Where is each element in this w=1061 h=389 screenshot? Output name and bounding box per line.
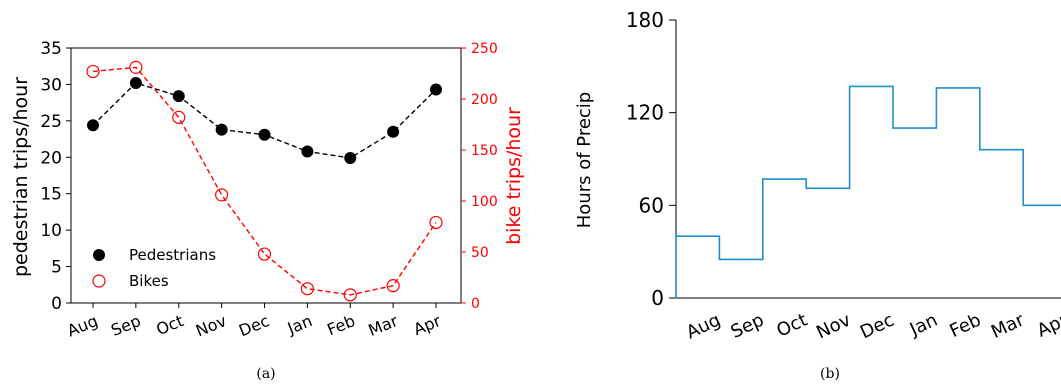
chart-a-series xyxy=(86,60,443,302)
chart-a-point-bikes xyxy=(386,279,400,293)
chart-a-left-tick-label: 0 xyxy=(51,294,62,314)
chart-b-x-tick-label: Sep xyxy=(728,309,768,342)
chart-a-left-tick-label: 20 xyxy=(40,148,62,168)
chart-b-x-tick-label: Feb xyxy=(946,309,984,342)
chart-b-series xyxy=(675,85,1061,298)
chart-b-x-ticks: Aug Sep Oct Nov Dec Jan Feb Mar Apr xyxy=(683,309,1061,343)
chart-b-x-tick-label: Oct xyxy=(774,309,811,341)
chart-a-x-tick-label: Sep xyxy=(108,311,143,340)
chart-a-point-bikes xyxy=(300,282,314,296)
chart-b-y-tick-label: 0 xyxy=(651,286,664,310)
chart-b-x-tick-label: Nov xyxy=(813,309,854,343)
legend-marker-bikes xyxy=(92,274,106,288)
chart-b-y-ticks: 0 60 120 180 xyxy=(626,8,676,310)
chart-a-right-tick-label: 0 xyxy=(471,296,480,312)
legend-label-bikes: Bikes xyxy=(129,272,169,290)
chart-b-y-tick-label: 180 xyxy=(626,8,664,32)
chart-a-left-tick-label: 35 xyxy=(40,39,62,59)
chart-a-right-tick-label: 150 xyxy=(471,143,498,159)
chart-a-point-pedestrians xyxy=(301,145,314,158)
chart-a-line-bikes xyxy=(92,66,437,296)
chart-a-point-bikes xyxy=(129,60,143,74)
chart-a-point-pedestrians xyxy=(172,90,185,103)
chart-a-point-bikes xyxy=(172,110,186,124)
chart-a-x-ticks: Aug Sep Oct Nov Dec Jan Feb Mar Apr xyxy=(64,303,444,340)
chart-a-x-tick-label: Apr xyxy=(411,311,444,339)
chart-a-point-bikes xyxy=(215,188,229,202)
chart-a-left-tick-label: 5 xyxy=(51,258,62,278)
chart-a-right-axis-label: bike trips/hour xyxy=(503,107,525,245)
chart-b-y-tick-label: 120 xyxy=(626,101,664,125)
chart-a-right-tick-label: 100 xyxy=(471,194,498,210)
chart-b-caption: (b) xyxy=(820,366,840,382)
chart-a-point-pedestrians xyxy=(87,119,99,132)
chart-b: 0 60 120 180 Aug Sep Oct Nov Dec Jan Feb Mar Apr Ho… xyxy=(574,8,1061,382)
chart-a-x-tick-label: Dec xyxy=(236,311,272,340)
chart-a-point-pedestrians xyxy=(344,152,357,165)
chart-a-left-ticks: 0 5 10 15 20 25 30 35 xyxy=(40,39,71,314)
chart-a-left-tick-label: 15 xyxy=(40,185,62,205)
chart-a-point-pedestrians xyxy=(129,76,142,89)
chart-a-left-tick-label: 25 xyxy=(40,112,62,132)
chart-a-x-tick-label: Jan xyxy=(284,311,315,338)
chart-a-y-axis-label: pedestrian trips/hour xyxy=(10,77,32,277)
chart-a-series-pedestrians xyxy=(87,76,442,165)
chart-a-point-pedestrians xyxy=(430,83,442,96)
chart-b-step-line xyxy=(675,85,1061,298)
chart-a-line-pedestrians xyxy=(92,82,437,159)
chart-a-legend: Pedestrians Bikes xyxy=(92,246,216,290)
legend-marker-pedestrians xyxy=(93,249,105,261)
chart-b-y-tick-label: 60 xyxy=(639,193,664,217)
chart-a-right-tick-label: 50 xyxy=(471,245,489,261)
chart-a-left-tick-label: 10 xyxy=(40,221,62,241)
chart-b-x-tick-label: Aug xyxy=(683,309,724,343)
chart-a-x-tick-label: Nov xyxy=(193,311,229,340)
chart-a-point-pedestrians xyxy=(215,123,228,136)
chart-a-left-tick-label: 30 xyxy=(40,75,62,95)
chart-a-x-tick-label: Feb xyxy=(324,311,357,339)
chart-a-caption: (a) xyxy=(256,366,275,382)
chart-a: 0 5 10 15 20 25 30 35 0 50 100 150 200 250 Aug Sep Oct… xyxy=(10,39,525,382)
legend-label-pedestrians: Pedestrians xyxy=(129,246,216,264)
chart-a-x-tick-label: Oct xyxy=(153,311,186,339)
chart-b-x-tick-label: Dec xyxy=(857,309,897,343)
chart-a-point-pedestrians xyxy=(387,125,400,138)
chart-a-right-tick-label: 200 xyxy=(471,92,498,108)
chart-a-point-bikes xyxy=(257,247,272,261)
chart-b-x-tick-label: Jan xyxy=(906,309,941,340)
chart-a-x-tick-label: Mar xyxy=(366,311,401,340)
chart-a-point-bikes xyxy=(429,215,443,230)
chart-a-point-pedestrians xyxy=(258,128,271,141)
chart-a-point-bikes xyxy=(86,64,100,79)
chart-a-series-bikes xyxy=(86,60,443,302)
chart-a-right-ticks: 0 50 100 150 200 250 xyxy=(461,41,498,312)
chart-a-x-tick-label: Aug xyxy=(64,311,100,340)
chart-b-x-tick-label: Apr xyxy=(1034,309,1061,341)
chart-a-point-bikes xyxy=(343,288,357,302)
chart-b-x-tick-label: Mar xyxy=(988,309,1028,343)
chart-a-right-tick-label: 250 xyxy=(471,41,498,57)
chart-b-y-axis-label: Hours of Precip xyxy=(574,92,595,228)
